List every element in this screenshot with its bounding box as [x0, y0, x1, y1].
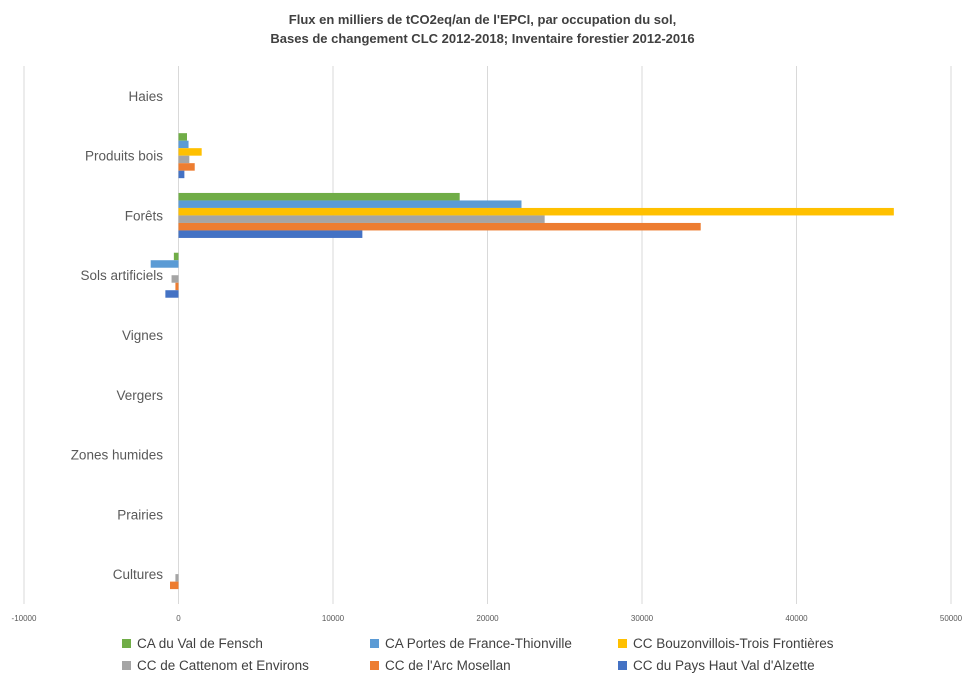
- category-label: Haies: [128, 89, 163, 104]
- bar: [178, 170, 185, 179]
- bar: [173, 252, 179, 261]
- bar: [165, 290, 179, 298]
- category-label: Forêts: [125, 208, 164, 223]
- bar: [178, 148, 202, 156]
- bar: [150, 260, 179, 268]
- legend-label: CA Portes de France-Thionville: [385, 636, 572, 651]
- legend-item: CA Portes de France-Thionville: [370, 636, 618, 651]
- legend-item: CC Bouzonvillois-Trois Frontières: [618, 636, 918, 651]
- x-tick-label: 40000: [785, 614, 808, 623]
- category-label: Vignes: [122, 328, 163, 343]
- category-label: Vergers: [116, 388, 163, 403]
- legend-label: CC de Cattenom et Environs: [137, 658, 309, 673]
- legend-label: CA du Val de Fensch: [137, 636, 263, 651]
- category-label: Prairies: [117, 507, 163, 522]
- bar: [170, 581, 179, 590]
- chart-title-block: Flux en milliers de tCO2eq/an de l'EPCI,…: [0, 10, 965, 48]
- legend-label: CC du Pays Haut Val d'Alzette: [633, 658, 815, 673]
- legend-label: CC de l'Arc Mosellan: [385, 658, 511, 673]
- bar: [178, 222, 701, 231]
- x-tick-label: 0: [176, 614, 181, 623]
- bar: [178, 155, 190, 164]
- x-tick-label: 20000: [476, 614, 499, 623]
- legend-item: CC de Cattenom et Environs: [122, 658, 370, 673]
- bar: [175, 574, 179, 582]
- category-label: Produits bois: [85, 149, 163, 164]
- legend-swatch: [618, 639, 627, 648]
- x-tick-label: 50000: [940, 614, 963, 623]
- legend-swatch: [618, 661, 627, 670]
- bar: [178, 215, 545, 223]
- legend-item: CA du Val de Fensch: [122, 636, 370, 651]
- chart-title: Flux en milliers de tCO2eq/an de l'EPCI,…: [288, 12, 677, 27]
- x-tick-label: -10000: [12, 614, 37, 623]
- legend-label: CC Bouzonvillois-Trois Frontières: [633, 636, 834, 651]
- legend-swatch: [122, 661, 131, 670]
- category-label: Sols artificiels: [80, 268, 163, 283]
- legend-item: CC du Pays Haut Val d'Alzette: [618, 658, 918, 673]
- bar: [178, 163, 195, 171]
- legend-item: CC de l'Arc Mosellan: [370, 658, 618, 673]
- bar: [171, 275, 179, 283]
- bar: [178, 230, 363, 238]
- bar: [178, 140, 189, 149]
- bar: [178, 192, 460, 201]
- chart-legend: CA du Val de Fensch CA Portes de France-T…: [122, 636, 922, 673]
- bar: [175, 282, 179, 291]
- legend-swatch: [370, 661, 379, 670]
- category-label: Zones humides: [71, 448, 164, 463]
- bar: [178, 133, 187, 141]
- legend-swatch: [122, 639, 131, 648]
- chart-subtitle: Bases de changement CLC 2012-2018; Inven…: [270, 31, 695, 46]
- category-label: Cultures: [113, 567, 164, 582]
- x-tick-label: 30000: [631, 614, 654, 623]
- legend-swatch: [370, 639, 379, 648]
- x-tick-label: 10000: [322, 614, 345, 623]
- bar: [178, 207, 894, 216]
- bar: [178, 200, 522, 208]
